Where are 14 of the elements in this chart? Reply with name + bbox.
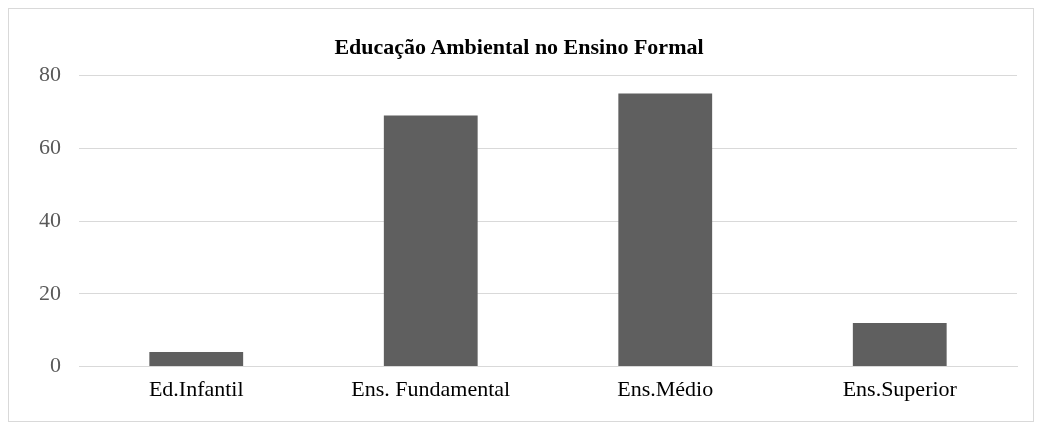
bar	[383, 115, 478, 367]
x-tick-label: Ens.Superior	[842, 375, 958, 401]
y-tick-label: 40	[39, 206, 61, 232]
x-tick-label: Ed.Infantil	[148, 375, 244, 401]
y-tick-label: 60	[39, 133, 61, 159]
y-tick-label: 0	[50, 352, 61, 378]
x-tick-label: Ens. Fundamental	[351, 375, 511, 401]
y-tick-label: 20	[39, 279, 61, 305]
y-tick-label: 80	[39, 61, 61, 87]
bar	[618, 93, 713, 367]
chart-title: Educação Ambiental no Ensino Formal	[334, 33, 704, 59]
bar	[149, 352, 244, 367]
x-tick-label: Ens.Médio	[617, 375, 714, 401]
bar	[852, 322, 947, 367]
